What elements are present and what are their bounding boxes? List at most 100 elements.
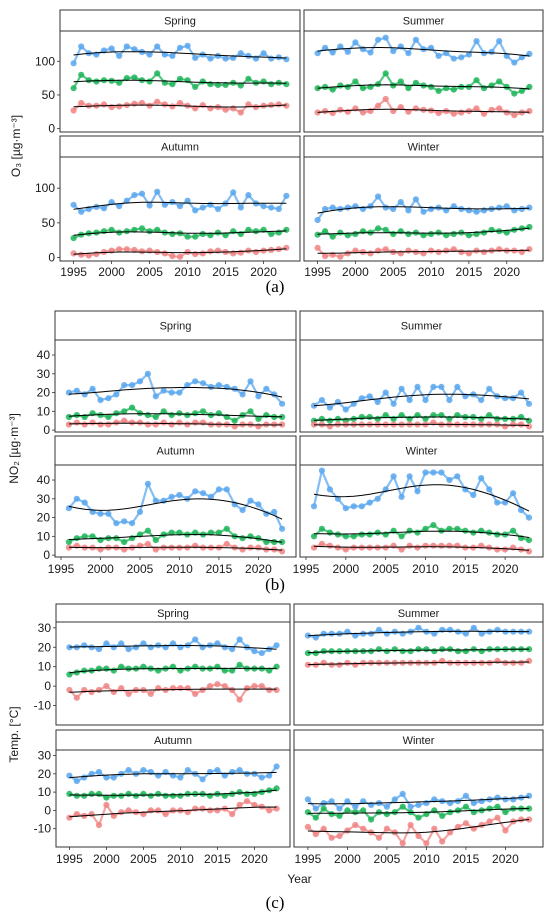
data-point [382, 412, 389, 419]
data-point [103, 774, 110, 781]
trend-line [313, 416, 530, 421]
data-point [375, 626, 383, 633]
data-point [161, 51, 168, 58]
data-point [116, 203, 123, 210]
data-point [162, 792, 169, 799]
data-point [129, 404, 136, 411]
data-point [406, 473, 413, 480]
data-point [255, 535, 262, 542]
data-point [207, 383, 215, 390]
data-point [73, 792, 80, 799]
data-point [279, 548, 286, 555]
data-point [138, 225, 146, 232]
data-point [375, 102, 382, 109]
data-point [214, 807, 221, 814]
data-point [168, 389, 175, 396]
data-point [358, 413, 365, 421]
data-point [518, 816, 525, 823]
data-point [390, 400, 397, 407]
data-point [88, 644, 95, 651]
data-point [169, 253, 176, 260]
data-point [152, 393, 159, 400]
data-point [136, 419, 144, 426]
data-point [328, 811, 335, 818]
data-point [144, 480, 151, 487]
data-point [176, 253, 184, 260]
data-point [314, 244, 321, 251]
data-point [326, 423, 333, 430]
data-point [144, 421, 151, 428]
data-point [73, 412, 80, 419]
data-point [275, 101, 282, 108]
data-point [359, 228, 367, 235]
data-point [375, 36, 382, 43]
x-tick-label: 2015 [206, 562, 233, 576]
data-point [337, 253, 344, 260]
data-point [470, 529, 477, 536]
y-tick-label: 10 [37, 529, 51, 543]
data-point [383, 803, 390, 810]
data-point [443, 207, 450, 214]
data-point [245, 52, 252, 60]
data-point [405, 230, 412, 238]
data-point [431, 825, 438, 832]
data-point [447, 800, 454, 807]
data-point [184, 421, 191, 428]
x-tick-label: 2020 [493, 265, 520, 279]
y-tick-label: 10 [38, 660, 52, 674]
data-point [415, 814, 422, 821]
data-point [65, 389, 72, 396]
data-point [214, 247, 222, 254]
data-point [258, 774, 265, 781]
data-point [154, 43, 161, 50]
facet-label: Winter [408, 142, 440, 154]
data-point [412, 196, 419, 203]
facet-label: Summer [401, 321, 443, 333]
data-point [251, 683, 258, 690]
data-point [236, 789, 243, 796]
data-point [428, 205, 435, 213]
y-axis-title: Temp. [°C] [7, 706, 21, 762]
data-point [352, 230, 359, 238]
data-point [192, 233, 199, 240]
data-point [446, 476, 453, 484]
data-point [439, 838, 446, 845]
data-point [138, 190, 146, 197]
data-point [366, 413, 373, 421]
chart-b: Spring 0 10 20 30 40 Summer Autumn 0 10 20 30 40 1995… [7, 310, 544, 594]
data-point [509, 527, 517, 534]
data-point [81, 391, 88, 398]
data-point [116, 229, 123, 236]
x-tick-label: 2015 [212, 265, 239, 279]
data-point [214, 229, 222, 236]
data-point [435, 52, 442, 60]
facet-strip [54, 435, 297, 466]
data-point [502, 415, 509, 422]
data-point [525, 537, 533, 544]
y-tick-label: 30 [37, 367, 51, 381]
data-point [454, 383, 461, 390]
data-point [184, 42, 191, 49]
data-point [329, 86, 336, 93]
data-point [344, 807, 351, 814]
series-middle [310, 522, 533, 544]
data-point [310, 533, 318, 540]
data-point [405, 108, 412, 115]
data-point [260, 203, 267, 210]
data-point [230, 228, 237, 235]
data-point [399, 840, 406, 847]
data-point [81, 642, 88, 649]
data-point [200, 408, 207, 415]
panel-spring: Spring -10 0 10 20 30 [34, 603, 291, 726]
data-point [260, 102, 267, 109]
facet-label: Summer [398, 608, 440, 620]
facet-label: Spring [160, 321, 192, 333]
data-point [176, 203, 184, 210]
data-point [123, 43, 130, 50]
data-point [239, 507, 246, 514]
data-point [503, 109, 510, 116]
data-point [431, 630, 438, 637]
data-point [138, 99, 146, 107]
data-point [251, 648, 258, 655]
data-point [215, 486, 222, 493]
